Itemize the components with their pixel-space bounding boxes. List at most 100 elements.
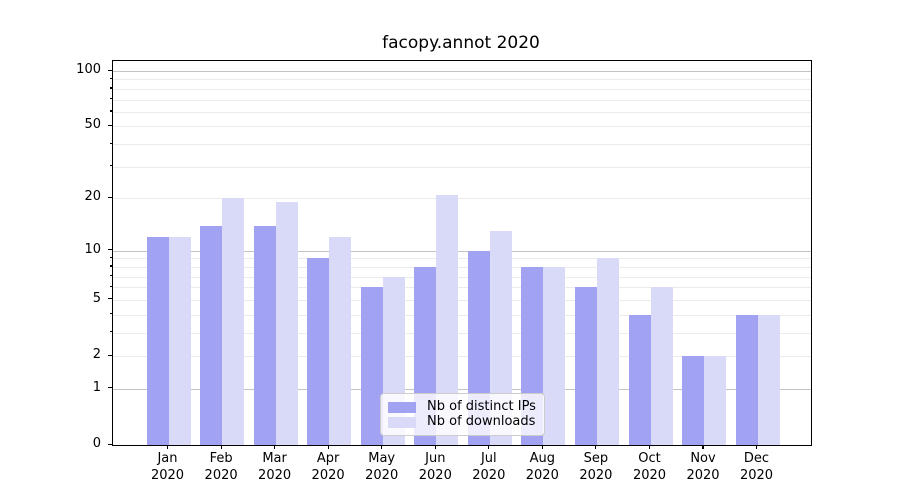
y-tick-mark xyxy=(108,124,112,127)
x-tick-mark xyxy=(541,445,543,450)
y-gridline-minor xyxy=(113,79,811,81)
bar-nb-of-downloads xyxy=(436,194,459,445)
y-tick-mark xyxy=(108,387,112,389)
x-tick-mark xyxy=(648,445,651,450)
x-tick-mark xyxy=(702,445,704,450)
y-minor-tick-mark xyxy=(109,313,112,315)
y-minor-tick-mark xyxy=(109,331,112,333)
legend-item-downloads: Nb of downloads xyxy=(388,414,536,429)
y-tick-label: 2 xyxy=(92,347,101,362)
y-gridline-minor xyxy=(113,332,811,334)
y-minor-tick-mark xyxy=(109,98,112,100)
y-tick-mark xyxy=(108,69,112,71)
bar-nb-of-distinct-ips xyxy=(200,225,222,445)
x-tick-label: Jul 2020 xyxy=(472,451,506,483)
legend-label-downloads: Nb of downloads xyxy=(427,414,536,429)
y-gridline-major xyxy=(113,71,811,72)
y-gridline-minor xyxy=(113,356,811,357)
y-minor-tick-mark xyxy=(109,77,112,80)
y-tick-label: 1 xyxy=(92,379,101,395)
x-tick-label: Jun 2020 xyxy=(418,451,452,483)
y-gridline-minor xyxy=(113,126,811,128)
bar-nb-of-downloads xyxy=(489,231,512,445)
y-gridline-minor xyxy=(113,88,811,90)
y-tick-mark xyxy=(108,249,112,251)
x-tick-mark xyxy=(166,445,169,450)
x-tick-label: Jan 2020 xyxy=(150,451,185,483)
bar-nb-of-distinct-ips xyxy=(360,287,383,445)
y-minor-tick-mark xyxy=(109,285,112,287)
bar-nb-of-distinct-ips xyxy=(253,225,276,445)
y-tick-mark xyxy=(108,443,112,445)
bar-nb-of-downloads xyxy=(596,258,619,445)
bar-nb-of-distinct-ips xyxy=(735,314,758,445)
y-minor-tick-mark xyxy=(109,265,112,267)
y-minor-tick-mark xyxy=(109,165,112,167)
y-tick-mark xyxy=(108,298,112,300)
bar-nb-of-distinct-ips xyxy=(307,258,330,445)
x-tick-mark xyxy=(381,445,383,450)
bar-nb-of-downloads xyxy=(168,237,191,445)
bar-nb-of-distinct-ips xyxy=(628,314,651,445)
x-tick-mark xyxy=(274,445,276,450)
x-tick-label: Dec 2020 xyxy=(739,451,774,483)
x-tick-mark xyxy=(488,445,490,450)
y-gridline-minor xyxy=(113,314,811,316)
x-tick-label: Apr 2020 xyxy=(311,451,345,483)
y-minor-tick-mark xyxy=(109,110,112,112)
bar-nb-of-downloads xyxy=(704,356,726,445)
y-minor-tick-mark xyxy=(109,256,112,259)
x-tick-label: Aug 2020 xyxy=(525,451,559,483)
legend-swatch-downloads xyxy=(388,416,416,428)
y-tick-label: 10 xyxy=(84,241,101,257)
x-tick-label: Nov 2020 xyxy=(686,451,720,483)
y-gridline-minor xyxy=(113,266,811,268)
bar-nb-of-downloads xyxy=(275,202,298,445)
y-gridline-minor xyxy=(113,299,811,301)
x-tick-label: Mar 2020 xyxy=(258,451,292,483)
y-gridline-minor xyxy=(113,111,811,113)
y-gridline-major xyxy=(113,388,811,390)
plot-area xyxy=(112,60,812,446)
x-tick-mark xyxy=(434,445,436,450)
legend: Nb of distinct IPs Nb of downloads xyxy=(380,393,545,436)
bar-nb-of-downloads xyxy=(543,266,566,445)
chart-title: facopy.annot 2020 xyxy=(382,33,540,53)
y-tick-label: 100 xyxy=(76,62,101,77)
y-tick-label: 50 xyxy=(84,117,101,133)
y-gridline-minor xyxy=(113,198,811,200)
legend-item-distinct-ips: Nb of distinct IPs xyxy=(388,399,536,414)
x-tick-mark xyxy=(595,445,597,450)
x-tick-label: Oct 2020 xyxy=(632,451,667,483)
y-gridline-major xyxy=(113,250,811,252)
y-minor-tick-mark xyxy=(109,87,112,89)
x-tick-mark xyxy=(755,445,758,450)
y-tick-mark xyxy=(108,196,112,198)
y-tick-label: 20 xyxy=(84,189,101,205)
bar-nb-of-downloads xyxy=(650,287,673,445)
y-minor-tick-mark xyxy=(109,275,112,277)
y-tick-label: 0 xyxy=(92,436,101,451)
y-gridline-minor xyxy=(113,144,811,146)
legend-label-distinct-ips: Nb of distinct IPs xyxy=(427,399,536,414)
x-tick-label: May 2020 xyxy=(365,451,399,483)
y-gridline-minor xyxy=(113,276,811,278)
y-tick-label: 5 xyxy=(92,290,101,306)
x-tick-label: Feb 2020 xyxy=(204,451,238,483)
x-tick-mark xyxy=(220,445,222,450)
bar-nb-of-distinct-ips xyxy=(574,287,597,445)
bar-nb-of-distinct-ips xyxy=(146,237,169,445)
bar-nb-of-downloads xyxy=(757,314,780,445)
y-gridline-minor xyxy=(113,166,811,168)
y-tick-mark xyxy=(108,354,112,356)
x-tick-label: Sep 2020 xyxy=(579,451,613,483)
bar-nb-of-downloads xyxy=(329,237,352,445)
y-minor-tick-mark xyxy=(109,142,112,144)
legend-swatch-distinct-ips xyxy=(388,401,416,413)
y-gridline-minor xyxy=(113,287,811,289)
y-gridline-minor xyxy=(113,99,811,101)
bar-nb-of-distinct-ips xyxy=(682,356,704,445)
y-gridline-minor xyxy=(113,258,811,260)
bar-nb-of-downloads xyxy=(222,198,244,445)
